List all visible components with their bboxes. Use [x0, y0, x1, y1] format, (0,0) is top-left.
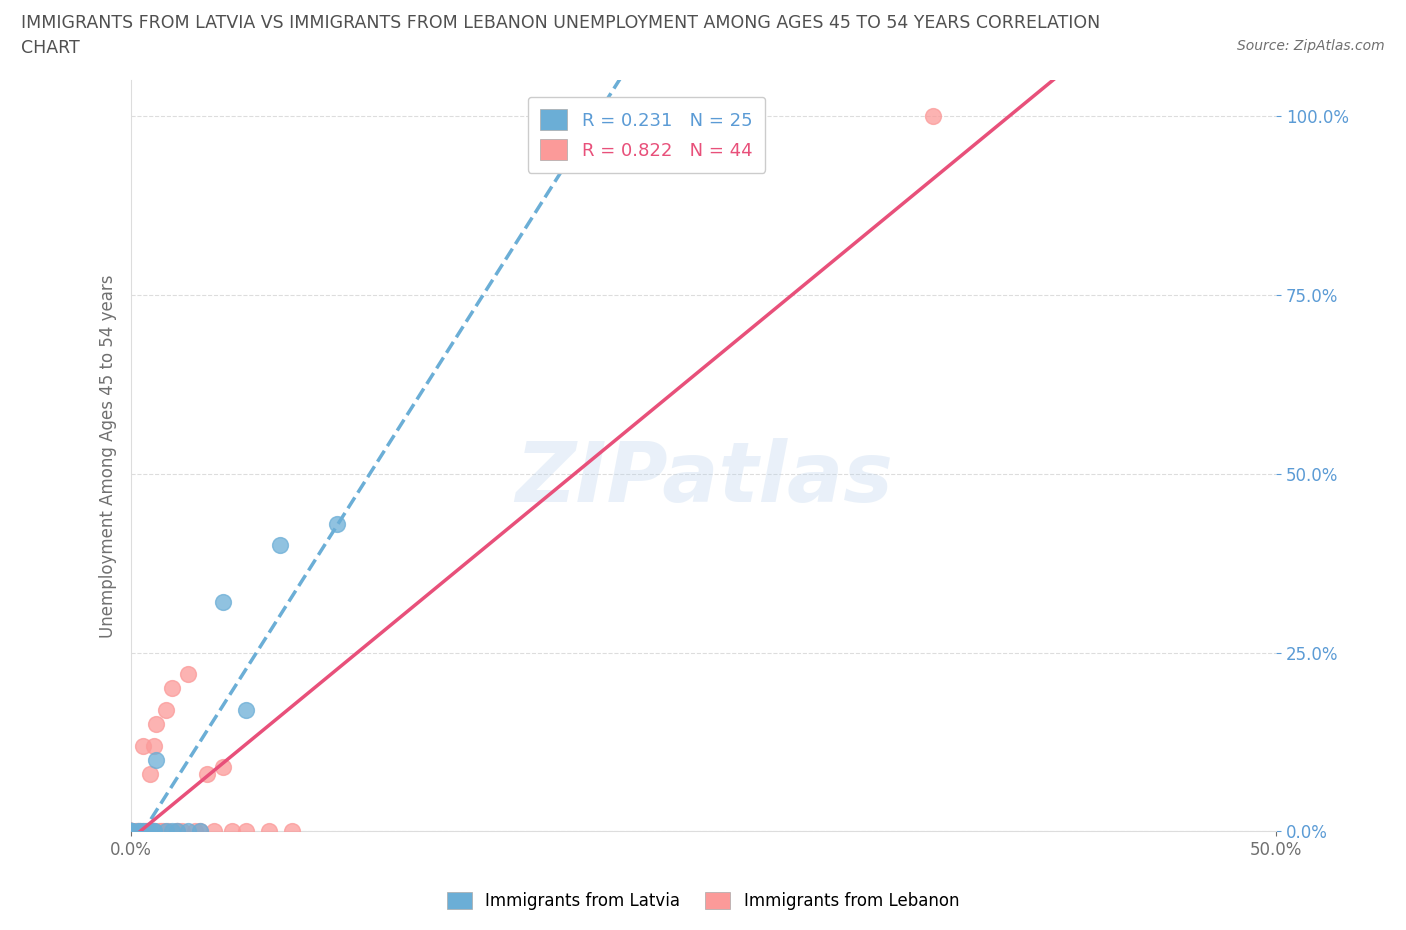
Point: [125, 824, 148, 839]
Point: [136, 824, 159, 839]
Y-axis label: Unemployment Among Ages 45 to 54 years: Unemployment Among Ages 45 to 54 years: [100, 274, 117, 638]
Text: Source: ZipAtlas.com: Source: ZipAtlas.com: [1237, 39, 1385, 53]
Point: [131, 824, 153, 839]
Point: [188, 824, 211, 839]
Point: [145, 717, 167, 732]
Text: ZIPatlas: ZIPatlas: [515, 438, 893, 519]
Point: [120, 824, 142, 839]
Point: [202, 824, 225, 839]
Point: [129, 824, 152, 839]
Point: [141, 824, 163, 839]
Point: [148, 824, 170, 839]
Point: [127, 824, 149, 839]
Point: [136, 824, 159, 839]
Point: [143, 738, 166, 753]
Point: [156, 824, 179, 839]
Point: [143, 824, 166, 839]
Text: IMMIGRANTS FROM LATVIA VS IMMIGRANTS FROM LEBANON UNEMPLOYMENT AMONG AGES 45 TO : IMMIGRANTS FROM LATVIA VS IMMIGRANTS FRO…: [21, 14, 1101, 32]
Point: [235, 824, 257, 839]
Point: [120, 824, 142, 839]
Point: [120, 824, 142, 839]
Point: [170, 824, 193, 839]
Point: [177, 824, 200, 839]
Point: [257, 824, 280, 839]
Point: [177, 667, 200, 682]
Point: [120, 824, 142, 839]
Point: [162, 824, 184, 839]
Point: [211, 595, 233, 610]
Point: [138, 824, 160, 839]
Point: [120, 824, 142, 839]
Point: [131, 824, 153, 839]
Point: [166, 824, 188, 839]
Point: [134, 824, 156, 839]
Point: [188, 824, 211, 839]
Point: [166, 824, 188, 839]
Point: [211, 760, 233, 775]
Point: [120, 824, 142, 839]
Point: [326, 516, 349, 531]
Point: [155, 824, 177, 839]
Point: [280, 824, 302, 839]
Legend: R = 0.231   N = 25, R = 0.822   N = 44: R = 0.231 N = 25, R = 0.822 N = 44: [527, 97, 765, 173]
Point: [120, 824, 142, 839]
Point: [129, 824, 152, 839]
Point: [120, 824, 142, 839]
Point: [143, 824, 166, 839]
Point: [120, 824, 142, 839]
Point: [150, 824, 173, 839]
Point: [120, 824, 142, 839]
Point: [235, 702, 257, 717]
Point: [162, 681, 184, 696]
Point: [921, 109, 943, 124]
Point: [269, 538, 291, 552]
Point: [143, 824, 166, 839]
Point: [120, 824, 142, 839]
Point: [120, 824, 142, 839]
Point: [120, 824, 142, 839]
Point: [152, 824, 174, 839]
Point: [184, 824, 207, 839]
Text: CHART: CHART: [21, 39, 80, 57]
Point: [155, 702, 177, 717]
Point: [138, 824, 160, 839]
Point: [120, 824, 142, 839]
Point: [145, 752, 167, 767]
Point: [120, 824, 142, 839]
Point: [120, 824, 142, 839]
Point: [120, 824, 142, 839]
Point: [131, 738, 153, 753]
Legend: Immigrants from Latvia, Immigrants from Lebanon: Immigrants from Latvia, Immigrants from …: [440, 885, 966, 917]
Point: [120, 824, 142, 839]
Point: [221, 824, 243, 839]
Point: [127, 824, 149, 839]
Point: [143, 824, 166, 839]
Point: [195, 767, 218, 782]
Point: [138, 767, 160, 782]
Point: [166, 824, 188, 839]
